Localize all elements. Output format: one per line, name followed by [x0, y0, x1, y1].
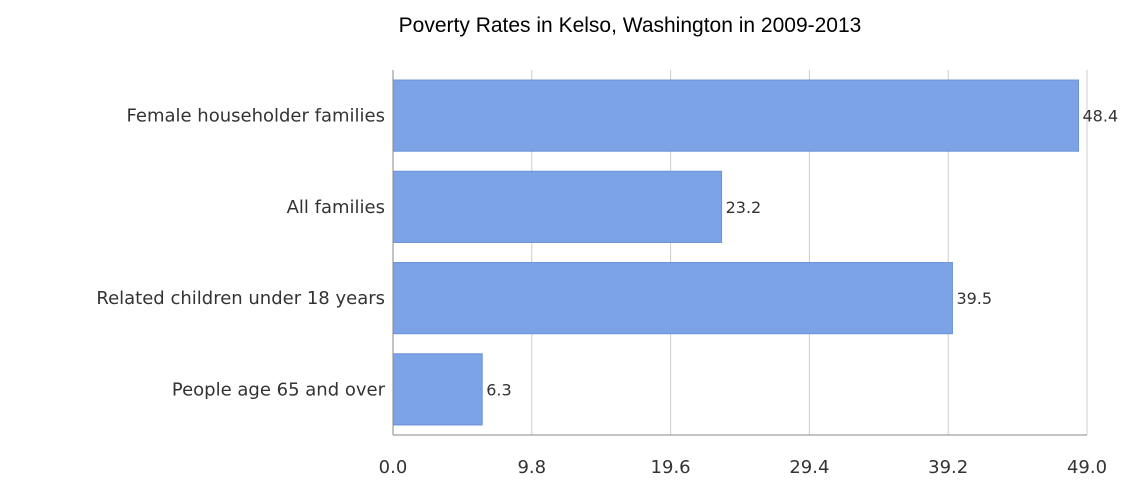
labels-layer: 0.0 9.8 19.6 29.4 39.2 49.0 48.4 Female househo…: [96, 106, 1118, 478]
category-label: Female householder families: [127, 106, 386, 127]
x-tick-label: 19.6: [651, 457, 691, 478]
axis-layer: [392, 70, 1087, 436]
bar-value-label: 39.5: [956, 289, 992, 308]
bar-value-label: 23.2: [726, 198, 762, 217]
bar: [392, 353, 483, 426]
bars-layer: [392, 79, 1080, 426]
chart-title: Poverty Rates in Kelso, Washington in 20…: [398, 14, 862, 37]
bar: [392, 170, 723, 243]
bar: [392, 262, 953, 335]
x-tick-label: 9.8: [517, 457, 546, 478]
x-tick-label: 0.0: [379, 457, 408, 478]
x-tick-label: 49.0: [1067, 457, 1107, 478]
category-label: People age 65 and over: [172, 379, 386, 400]
bar-value-label: 48.4: [1083, 107, 1119, 126]
category-label: Related children under 18 years: [96, 288, 385, 309]
bar-value-label: 6.3: [486, 380, 511, 399]
category-label: All families: [287, 197, 385, 218]
x-tick-label: 29.4: [789, 457, 829, 478]
bar: [392, 79, 1080, 152]
x-tick-label: 39.2: [928, 457, 968, 478]
